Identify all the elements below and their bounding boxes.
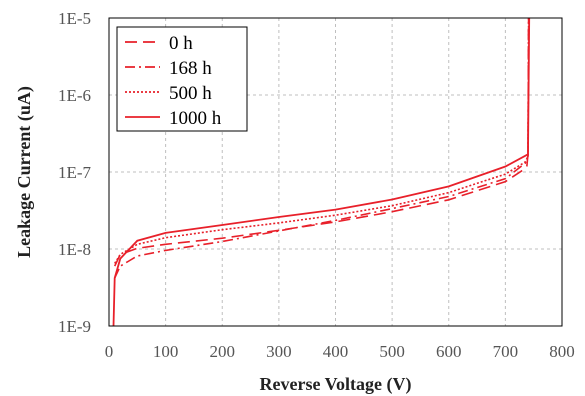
legend-label-2: 168 h [169,58,212,79]
legend-label-4: 1000 h [169,108,222,129]
y-tick-labels: 1E-9 1E-8 1E-7 1E-6 1E-5 [58,9,92,336]
legend-label-1: 0 h [169,33,193,54]
x-tick-label: 600 [436,342,462,361]
x-tick-label: 100 [153,342,179,361]
y-tick-label: 1E-7 [58,163,92,182]
x-tick-label: 700 [493,342,519,361]
series-line-4 [112,17,531,327]
y-tick-label: 1E-8 [58,240,91,259]
x-tick-label: 400 [323,342,349,361]
y-tick-label: 1E-9 [58,317,91,336]
x-tick-label: 300 [266,342,292,361]
x-tick-label: 500 [379,342,405,361]
series-line-2 [113,17,530,279]
x-tick-labels: 0 100 200 300 400 500 600 700 800 [105,342,575,361]
plot-frame [108,17,563,327]
series-line-3 [114,17,530,264]
x-tick-label: 0 [105,342,114,361]
y-tick-label: 1E-6 [58,86,91,105]
x-axis-title: Reverse Voltage (V) [260,374,412,395]
y-axis-title: Leakage Current (uA) [14,86,35,258]
series-lines [112,17,531,327]
legend-box [116,26,248,132]
x-tick-label: 800 [549,342,575,361]
legend-label-3: 500 h [169,83,212,104]
series-line-1 [113,17,530,267]
y-tick-label: 1E-5 [58,9,91,28]
x-tick-label: 200 [210,342,236,361]
legend: 0 h 168 h 500 h 1000 h [116,26,248,132]
